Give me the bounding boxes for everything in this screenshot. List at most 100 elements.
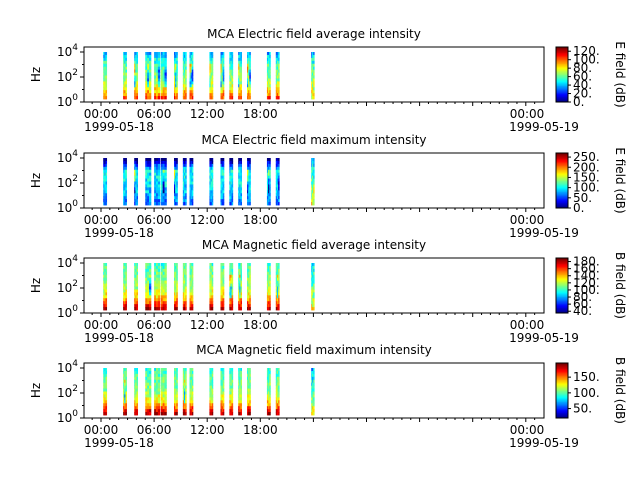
- spectrogram-cell: [157, 400, 161, 404]
- spectrogram-cell: [104, 181, 106, 185]
- spectrogram-cell: [124, 292, 126, 296]
- spectrogram-cell: [157, 160, 161, 165]
- spectrogram-cell: [155, 181, 159, 185]
- spectrogram-cell: [105, 295, 108, 299]
- spectrogram-cell: [104, 307, 106, 311]
- spectrogram-cell: [229, 397, 231, 401]
- spectrogram-cell: [268, 158, 270, 162]
- colorbar-swatch: [556, 67, 568, 70]
- spectrogram-cell: [190, 280, 193, 284]
- spectrogram-cell: [247, 397, 249, 401]
- spectrogram-cell: [222, 304, 225, 308]
- spectrogram-cell: [134, 81, 136, 85]
- spectrogram-cell: [221, 60, 224, 65]
- spectrogram-cell: [222, 412, 225, 416]
- spectrogram-cell: [190, 286, 193, 290]
- spectrogram-cell: [240, 69, 242, 73]
- spectrogram-cell: [105, 397, 108, 401]
- spectrogram-cell: [278, 57, 280, 62]
- spectrogram-cell: [134, 187, 136, 191]
- spectrogram-cell: [174, 368, 176, 372]
- spectrogram-cell: [147, 301, 150, 305]
- y-tick-label: 100: [57, 409, 78, 425]
- spectrogram-cell: [147, 406, 150, 410]
- spectrogram-cell: [154, 289, 157, 293]
- spectrogram-cell: [229, 190, 231, 194]
- spectrogram-cell: [231, 193, 234, 197]
- spectrogram-cell: [191, 78, 194, 82]
- spectrogram-cell: [313, 57, 315, 62]
- spectrogram-cell: [136, 412, 139, 416]
- spectrogram-cell: [248, 96, 250, 100]
- spectrogram-cell: [248, 265, 250, 270]
- colorbar-swatch: [556, 267, 568, 270]
- spectrogram-cell: [176, 84, 178, 88]
- spectrogram-cell: [185, 403, 187, 407]
- spectrogram-cell: [185, 295, 187, 299]
- spectrogram-cell: [124, 81, 126, 85]
- spectrogram-cell: [238, 72, 240, 76]
- spectrogram-cell: [182, 193, 185, 197]
- spectrogram-cell: [191, 69, 194, 73]
- spectrogram-cell: [164, 295, 167, 299]
- spectrogram-cell: [276, 181, 279, 185]
- spectrogram-cell: [135, 81, 137, 85]
- spectrogram-cell: [230, 394, 233, 398]
- spectrogram-cell: [123, 289, 125, 293]
- spectrogram-cell: [185, 75, 187, 79]
- spectrogram-cell: [231, 368, 234, 372]
- data-block: [182, 52, 187, 100]
- spectrogram-cell: [145, 388, 148, 392]
- spectrogram-cell: [266, 193, 269, 197]
- spectrogram-cell: [239, 196, 241, 200]
- spectrogram-cell: [176, 409, 178, 413]
- spectrogram-cell: [162, 283, 165, 287]
- spectrogram-cell: [124, 52, 126, 56]
- colorbar-swatch: [556, 64, 568, 67]
- spectrogram-cell: [149, 304, 152, 308]
- spectrogram-cell: [104, 265, 106, 270]
- spectrogram-cell: [266, 292, 269, 296]
- spectrogram-cell: [189, 368, 192, 372]
- spectrogram-cell: [220, 382, 223, 387]
- colorbar-swatch: [556, 394, 568, 397]
- spectrogram-cell: [175, 394, 177, 398]
- spectrogram-cell: [278, 169, 280, 174]
- spectrogram-cell: [222, 190, 225, 194]
- spectrogram-cell: [190, 158, 193, 162]
- colorbar-swatch: [556, 415, 568, 418]
- spectrogram-cell: [275, 292, 278, 296]
- spectrogram-cell: [145, 202, 148, 206]
- spectrogram-cell: [209, 289, 211, 293]
- spectrogram-cell: [268, 63, 270, 68]
- spectrogram-cell: [160, 78, 164, 82]
- spectrogram-cell: [276, 368, 279, 372]
- spectrogram-cell: [210, 169, 213, 174]
- spectrogram-cell: [276, 196, 279, 200]
- spectrogram-cell: [209, 60, 211, 65]
- colorbar-swatch: [556, 386, 568, 389]
- spectrogram-cell: [191, 304, 194, 308]
- spectrogram-cell: [182, 199, 185, 203]
- spectrogram-cell: [239, 388, 241, 392]
- spectrogram-cell: [176, 295, 178, 299]
- spectrogram-cell: [136, 72, 139, 76]
- spectrogram-cell: [174, 84, 176, 88]
- spectrogram-cell: [191, 57, 194, 62]
- spectrogram-cell: [230, 78, 233, 82]
- spectrogram-cell: [231, 298, 234, 302]
- spectrogram-cell: [249, 409, 251, 413]
- spectrogram-cell: [191, 66, 194, 71]
- spectrogram-cell: [239, 96, 241, 100]
- spectrogram-cell: [103, 265, 105, 270]
- spectrogram-cell: [135, 373, 137, 378]
- spectrogram-cell: [211, 52, 214, 56]
- spectrogram-cell: [157, 90, 161, 94]
- spectrogram-cell: [147, 202, 150, 206]
- spectrogram-cell: [189, 263, 192, 267]
- spectrogram-cell: [185, 373, 187, 378]
- spectrogram-cell: [222, 271, 225, 276]
- spectrogram-cell: [164, 394, 167, 398]
- spectrogram-cell: [185, 54, 187, 59]
- spectrogram-cell: [174, 400, 176, 404]
